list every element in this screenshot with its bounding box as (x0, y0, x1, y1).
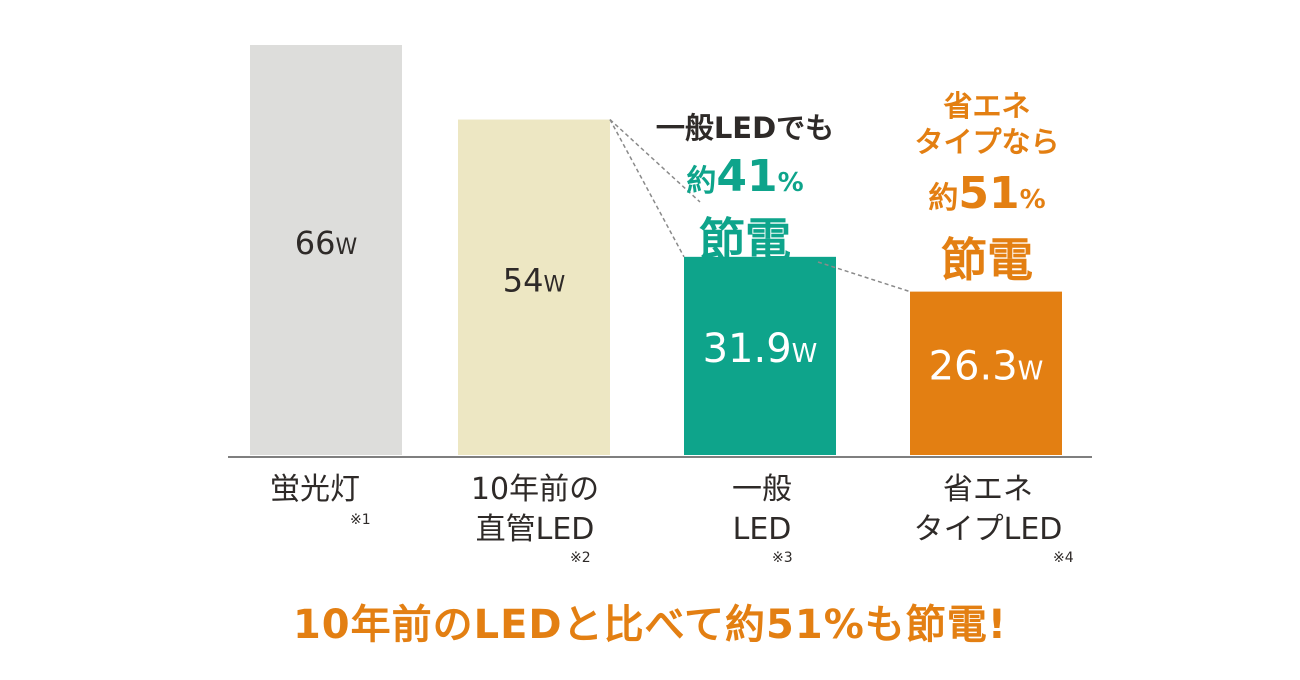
callout-intro: タイプなら (914, 125, 1060, 159)
category-label-line: タイプLED (913, 512, 1063, 547)
callout-eco-led: 省エネ タイプなら 約51% 節電 (862, 88, 1112, 286)
bar-value-label: 54W (503, 261, 566, 299)
category-label-general-led: 一般 LED ※3 (652, 470, 872, 566)
bar-value-label: 26.3W (929, 343, 1044, 389)
bar-value-label: 31.9W (703, 326, 818, 372)
bar-general-led (684, 256, 836, 455)
bars-group: 66W 54W 31.9W 26.3W (250, 45, 1062, 455)
callout-number: 51 (958, 168, 1020, 219)
callout-intro: 一般LEDでも (655, 111, 835, 145)
comparison-dashed-line (609, 118, 701, 203)
comparison-connectors (609, 118, 911, 293)
category-label-line: 直管LED (475, 512, 595, 547)
callout-prefix: 約 (928, 181, 959, 216)
comparison-dashed-line (609, 119, 685, 258)
footnote-mark: ※1 (350, 512, 371, 528)
callout-prefix: 約 (686, 164, 717, 199)
comparison-dashed-line (817, 261, 911, 293)
callout-intro: 省エネ (943, 89, 1031, 123)
category-label-line: 一般 (732, 472, 792, 507)
bar-eco-led (910, 291, 1062, 455)
bar-value-label: 66W (295, 224, 358, 262)
category-label-fluorescent: 蛍光灯 ※1 (205, 470, 425, 528)
category-label-line: 10年前の (470, 472, 600, 507)
footer-headline: 10年前のLEDと比べて約51%も節電! (292, 602, 1008, 648)
category-label-eco-led: 省エネ タイプLED ※4 (878, 470, 1098, 566)
callout-general-led: 一般LEDでも 約41% 節電 (625, 108, 865, 268)
callout-number: 41 (716, 151, 778, 202)
callout-savings: 約41% (625, 148, 865, 212)
callout-label: 節電 (941, 233, 1033, 287)
footnote-mark: ※2 (570, 550, 591, 566)
category-label-old-led: 10年前の 直管LED ※2 (425, 470, 645, 566)
footnote-mark: ※4 (1053, 550, 1074, 566)
category-label-line: LED (732, 512, 792, 547)
callout-percent: % (777, 168, 804, 198)
callout-label: 節電 (699, 213, 791, 267)
bar-old-led (458, 119, 610, 455)
callout-percent: % (1019, 185, 1046, 215)
footnote-mark: ※3 (772, 550, 793, 566)
callout-savings: 約51% (862, 160, 1112, 234)
category-label-line: 蛍光灯 (270, 472, 360, 507)
category-label-line: 省エネ (943, 472, 1033, 507)
bar-fluorescent (250, 45, 402, 455)
